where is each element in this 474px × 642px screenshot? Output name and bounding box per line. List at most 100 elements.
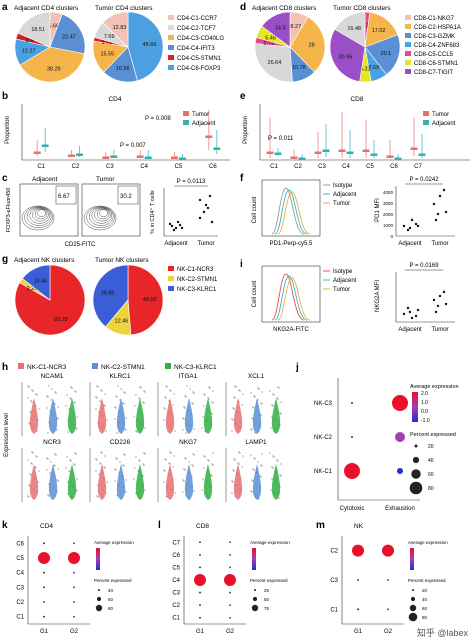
violin-dot-NKG7-0-12 <box>163 481 165 483</box>
dots-treg-point-0-3 <box>172 228 176 232</box>
violin-dot-KLRC1-1-11 <box>120 388 122 390</box>
violin-dot-KLRC1-0-5 <box>100 389 102 391</box>
dots-nkg2a-point-1-1 <box>438 294 442 298</box>
violin-dot-XCL1-0-12 <box>231 430 233 432</box>
boxplots-cd8: C1 C2 C3 C4 C5 C6 C7 <box>266 112 426 170</box>
hist-nkg2a-curve-1 <box>274 275 308 321</box>
violin-shape-NKG7-0 <box>165 464 175 500</box>
pie-tum-cd4-label-4: 1.71 <box>102 40 113 46</box>
violin-dot-ITGA1-0-19 <box>170 390 172 392</box>
violin-dot-KLRC1-1-17 <box>114 418 116 420</box>
dots-nkg2a-point-1-4 <box>442 290 446 294</box>
violin-dot-XCL1-1-9 <box>254 432 256 434</box>
legend-cd8-label-7: CD8-C7-TIGIT <box>414 70 453 76</box>
dp-cd8-pct-dot-50 <box>252 596 258 602</box>
legend-nk-swatch-3 <box>168 286 174 291</box>
violin-shape-XCL1-0 <box>233 398 243 434</box>
dots-pd1-point-0-1 <box>408 226 412 230</box>
pie-tum-cd4-label-2: 16.56 <box>116 66 130 72</box>
dots-nkg2a-point-1-2 <box>444 302 448 306</box>
violin-dot-NCR3-1-1 <box>54 453 56 455</box>
panel-letter-g: g <box>2 254 8 265</box>
dp-nk-dot-C1-0 <box>357 608 359 611</box>
legend-cd4-label-1: CD4-C1-CCR7 <box>177 16 218 22</box>
gate-adjacent <box>55 185 77 205</box>
violin-dot-NCAM1-0-21 <box>36 394 38 396</box>
violin-dot-XCL1-1-0 <box>257 387 259 389</box>
dots-pd1-point-0-5 <box>416 224 420 228</box>
violin-dot-NCAM1-1-19 <box>48 385 50 387</box>
legend-nk-swatch-2 <box>168 276 174 281</box>
violin-dot-KLRC1-1-4 <box>125 417 127 419</box>
violin-dot-CD226-2-8 <box>143 452 145 454</box>
legend-swatch-nkc2-h <box>92 363 98 369</box>
violin-dot-NCAM1-0-13 <box>28 386 30 388</box>
dp-cd4-dot-C2-1 <box>73 601 75 603</box>
violin-shape-NCR3-0 <box>29 464 39 500</box>
histogram-pd1 <box>261 179 321 237</box>
dp-cd8-dot-C5-0 <box>199 566 201 569</box>
violin-dot-CD226-0-13 <box>96 459 98 461</box>
dp-cd4-row-C4: C4 <box>16 571 24 577</box>
violin-dot-ITGA1-0-11 <box>174 430 176 432</box>
violin-dot-NCR3-1-6 <box>47 494 49 496</box>
box-cd8-box-C2-1 <box>298 157 306 160</box>
violin-dot-LAMP1-2-21 <box>280 475 282 477</box>
violin-dot-NCAM1-2-3 <box>70 386 72 388</box>
violin-dot-CD226-0-4 <box>99 462 101 464</box>
violin-dot-CD226-0-1 <box>96 495 98 497</box>
pie-adj-cd8-label-7: 14.3 <box>275 26 286 32</box>
pvalue-cd4-c5: P = 0.007 <box>120 143 146 149</box>
violin-dot-XCL1-2-21 <box>280 413 282 415</box>
dots-nkg2a-point-1-5 <box>436 304 440 308</box>
dp-cd4-row-C6: C6 <box>16 541 24 547</box>
dp-nk-row-C1: C1 <box>330 607 338 613</box>
legend-cd8-label-4: CD8-C4-ZNF683 <box>414 43 460 49</box>
violin-dot-KLRC1-0-13 <box>96 397 98 399</box>
pie-adj-cd4-label-3: 38.29 <box>47 66 61 72</box>
violin-dot-ITGA1-0-1 <box>164 396 166 398</box>
legend-nkc3-h: NK-C3-KLRC1 <box>174 364 217 371</box>
violin-dot-NCAM1-2-21 <box>76 428 78 430</box>
dp-nk-pct-dot-80 <box>408 612 418 622</box>
violin-dot-NCR3-1-16 <box>57 480 59 482</box>
box-cd8-tick-C1: C1 <box>270 164 278 170</box>
box-cd8-tick-C5: C5 <box>366 164 374 170</box>
violin-dot-CD226-1-15 <box>124 454 126 456</box>
violin-dot-ITGA1-1-20 <box>185 396 187 398</box>
dp-cd8-dot-C6-0 <box>199 553 201 556</box>
pie-adj-nk-label-2: 2.26 <box>27 286 38 292</box>
hist-ylabel-f: Cell count <box>252 196 258 223</box>
violin-dot-XCL1-2-8 <box>279 412 281 414</box>
dots-treg-point-0-0 <box>170 224 174 228</box>
violin-dot-KLRC1-2-8 <box>143 390 145 392</box>
violin-dot-NCR3-1-17 <box>46 469 48 471</box>
violin-dot-XCL1-1-12 <box>257 399 259 401</box>
pd1-ytick-2: 2000 <box>383 212 394 217</box>
flow-contour-1-5 <box>96 208 110 220</box>
violin-dot-ITGA1-1-8 <box>185 432 187 434</box>
violin-dot-KLRC1-1-10 <box>119 399 121 401</box>
violin-shape-NKG7-1 <box>184 464 194 500</box>
violin-dot-ITGA1-1-4 <box>193 428 195 430</box>
violin-shape-ITGA1-0 <box>165 398 175 434</box>
violin-dot-ITGA1-1-17 <box>182 429 184 431</box>
violin-dot-ITGA1-1-15 <box>192 403 194 405</box>
avg-expression-title-j: Average expression <box>410 384 459 390</box>
panel-letter-i: i <box>240 259 243 270</box>
legend-swatch-nkc1-h <box>18 363 24 369</box>
box-cd8-box-C2-0 <box>290 156 298 159</box>
violin-dot-NKG7-0-19 <box>170 452 172 454</box>
dotplot-title-cd8: CD8 <box>196 523 209 530</box>
dotplot-title-cd4: CD4 <box>40 523 53 530</box>
histogram-curves-pd1 <box>271 187 311 235</box>
violin-dot-XCL1-1-18 <box>251 429 253 431</box>
hist-nkg2a-curve-0 <box>271 273 305 321</box>
violin-dot-XCL1-1-5 <box>250 428 252 430</box>
panel-b: b CD4 Proportion C1 C2 C3 C4 C5 C6 P = 0.008 … <box>2 91 230 170</box>
legend-adjacent-i: Adjacent <box>333 278 357 284</box>
box-cd8-tick-C7: C7 <box>414 164 422 170</box>
violin-dot-KLRC1-1-1 <box>122 402 124 404</box>
pie-adj-cd4-slice-2 <box>49 13 86 55</box>
dp-nk-pct-title: Percent expressed <box>408 578 446 583</box>
